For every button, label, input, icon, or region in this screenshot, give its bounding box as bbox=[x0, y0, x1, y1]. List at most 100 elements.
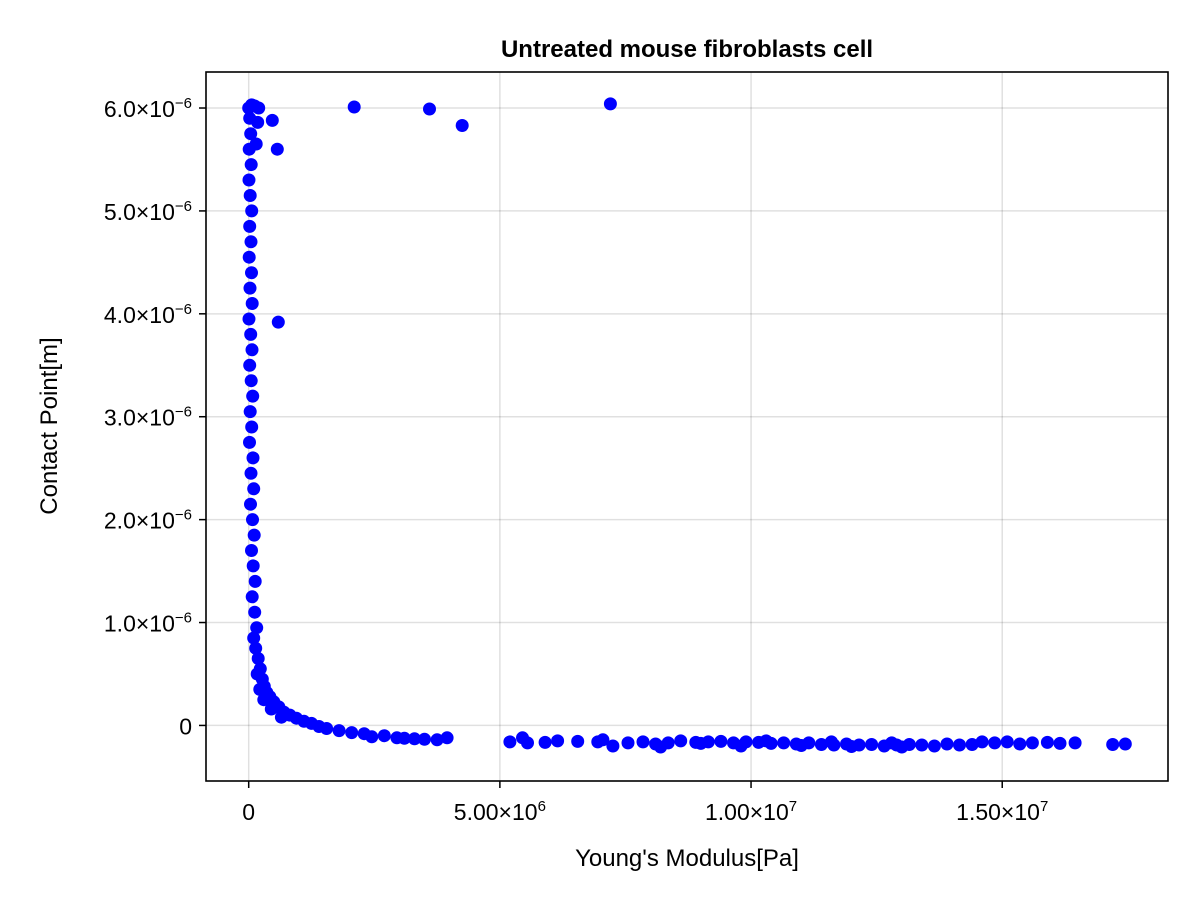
data-point bbox=[1040, 735, 1054, 749]
data-point bbox=[243, 219, 257, 233]
data-point bbox=[247, 528, 261, 542]
data-point bbox=[714, 734, 728, 748]
data-point bbox=[965, 738, 979, 751]
data-point bbox=[320, 722, 334, 735]
data-point bbox=[244, 327, 258, 341]
data-point bbox=[243, 435, 256, 449]
data-point bbox=[245, 420, 259, 434]
data-point bbox=[265, 113, 279, 127]
data-point bbox=[794, 739, 808, 752]
data-point bbox=[895, 740, 909, 754]
data-point bbox=[953, 738, 966, 752]
data-point bbox=[734, 739, 748, 753]
data-point bbox=[1068, 736, 1082, 750]
y-axis-ticks: 0 1.0×10−6 2.0×10−6 3.0×10−6 4.0×10−6 5.0×10−… bbox=[104, 95, 206, 739]
y-tick-label: 5.0×10−6 bbox=[104, 198, 192, 225]
y-tick-label: 3.0×10−6 bbox=[104, 404, 192, 431]
data-point bbox=[915, 738, 929, 752]
data-point bbox=[1000, 735, 1014, 749]
x-tick-label: 1.50×107 bbox=[956, 798, 1048, 825]
grid-lines bbox=[206, 72, 1168, 781]
data-point bbox=[246, 389, 260, 403]
data-point bbox=[1106, 738, 1120, 751]
data-point bbox=[247, 631, 261, 645]
data-point bbox=[1118, 737, 1132, 751]
data-point bbox=[636, 735, 650, 749]
data-point bbox=[332, 724, 346, 738]
data-point bbox=[408, 732, 421, 746]
data-point bbox=[674, 734, 688, 748]
data-point bbox=[243, 358, 257, 372]
data-point bbox=[814, 738, 828, 751]
data-point bbox=[264, 702, 278, 716]
data-point bbox=[243, 189, 257, 202]
data-point bbox=[246, 451, 260, 465]
x-tick-label: 5.00×106 bbox=[454, 798, 546, 825]
data-point bbox=[440, 731, 454, 745]
data-point bbox=[1053, 736, 1067, 750]
data-point bbox=[244, 158, 258, 172]
data-point bbox=[885, 736, 899, 750]
chart-title: Untreated mouse fibroblasts cell bbox=[501, 36, 873, 63]
data-point bbox=[521, 736, 534, 750]
y-tick-label: 0 bbox=[179, 713, 192, 739]
data-point bbox=[455, 119, 469, 132]
data-point bbox=[248, 605, 262, 619]
data-point bbox=[423, 102, 436, 116]
data-point bbox=[777, 736, 791, 750]
data-point bbox=[397, 731, 411, 745]
data-points bbox=[242, 97, 1132, 754]
data-point bbox=[274, 710, 288, 724]
data-point bbox=[245, 266, 258, 280]
data-point bbox=[596, 733, 610, 747]
data-point bbox=[243, 281, 257, 295]
data-point bbox=[551, 734, 565, 748]
y-tick-label: 1.0×10−6 bbox=[104, 610, 192, 637]
data-point bbox=[243, 405, 257, 419]
data-point bbox=[246, 559, 260, 573]
data-point bbox=[430, 733, 444, 747]
x-axis-ticks: 0 5.00×106 1.00×107 1.50×107 bbox=[242, 781, 1048, 825]
data-point bbox=[245, 297, 259, 310]
data-point bbox=[245, 590, 259, 604]
data-point bbox=[988, 736, 1002, 750]
data-point bbox=[1013, 737, 1027, 751]
data-point bbox=[759, 734, 773, 748]
data-point bbox=[242, 250, 256, 264]
data-point bbox=[1025, 736, 1039, 750]
data-point bbox=[845, 740, 858, 753]
data-point bbox=[244, 466, 258, 480]
data-point bbox=[824, 735, 838, 749]
data-point bbox=[606, 739, 620, 753]
x-tick-label: 0 bbox=[242, 799, 255, 825]
data-point bbox=[250, 621, 264, 635]
plot-frame bbox=[205, 71, 1169, 782]
data-point bbox=[538, 735, 552, 749]
data-point bbox=[244, 374, 258, 388]
data-point bbox=[503, 735, 517, 749]
data-point bbox=[377, 729, 391, 743]
data-point bbox=[621, 736, 635, 750]
data-point bbox=[242, 101, 256, 115]
data-point bbox=[940, 737, 954, 751]
data-point bbox=[975, 735, 989, 749]
data-point bbox=[571, 734, 585, 748]
data-point bbox=[927, 739, 941, 753]
data-point bbox=[245, 343, 259, 357]
data-point bbox=[249, 641, 263, 655]
data-point bbox=[654, 740, 668, 754]
x-axis-label: Young's Modulus[Pa] bbox=[575, 845, 799, 872]
data-point bbox=[248, 574, 262, 588]
data-point bbox=[257, 693, 271, 707]
y-tick-label: 4.0×10−6 bbox=[104, 301, 192, 328]
y-axis-label: Contact Point[m] bbox=[36, 337, 63, 514]
data-point bbox=[243, 111, 257, 125]
data-point bbox=[270, 142, 284, 156]
data-point bbox=[418, 732, 431, 746]
data-point bbox=[245, 544, 258, 557]
y-tick-label: 2.0×10−6 bbox=[104, 507, 192, 534]
y-tick-label: 6.0×10−6 bbox=[104, 95, 192, 122]
data-point bbox=[244, 127, 258, 141]
x-tick-label: 1.00×107 bbox=[705, 798, 797, 825]
